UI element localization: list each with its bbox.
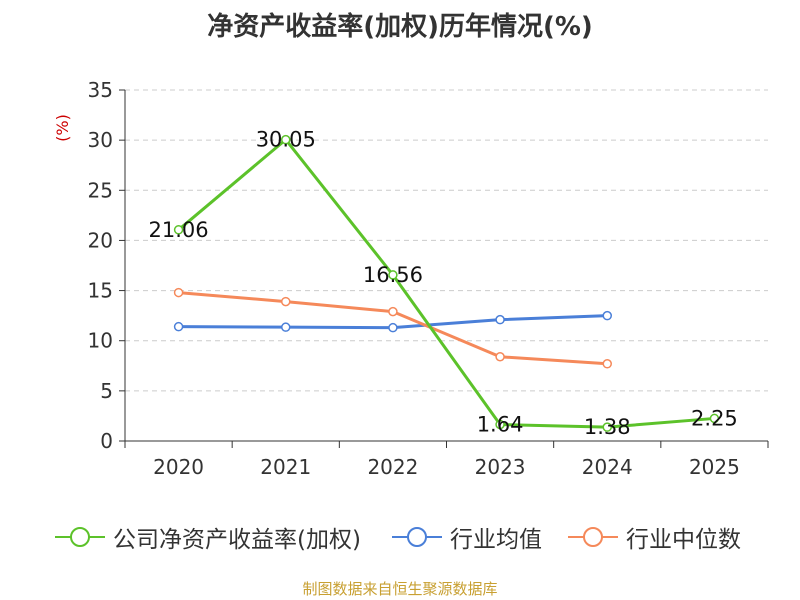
y-tick-label: 35 bbox=[88, 78, 113, 102]
legend-label-industry-median: 行业中位数 bbox=[626, 527, 741, 553]
x-tick-label: 2024 bbox=[582, 455, 633, 479]
y-tick-label: 0 bbox=[100, 429, 113, 453]
legend-marker-company-roe bbox=[55, 527, 105, 547]
y-axis-label: (%) bbox=[53, 114, 72, 142]
data-point[interactable] bbox=[495, 352, 505, 362]
y-tick-label: 30 bbox=[88, 128, 113, 152]
y-tick-label: 20 bbox=[88, 228, 113, 252]
legend-item-industry-mean[interactable]: 行业均值 bbox=[392, 520, 542, 554]
x-tick-label: 2022 bbox=[367, 455, 418, 479]
data-label: 21.06 bbox=[149, 218, 209, 242]
x-tick-label: 2023 bbox=[475, 455, 526, 479]
y-tick-label: 5 bbox=[100, 379, 113, 403]
data-label: 1.64 bbox=[477, 413, 524, 437]
data-label: 1.38 bbox=[584, 415, 631, 439]
legend-marker-industry-median bbox=[568, 527, 618, 547]
data-point[interactable] bbox=[388, 322, 398, 333]
data-point[interactable] bbox=[281, 296, 291, 307]
series-line bbox=[177, 138, 715, 429]
legend-label-industry-mean: 行业均值 bbox=[450, 527, 542, 553]
legend-label-company-roe: 公司净资产收益率(加权) bbox=[113, 527, 361, 553]
data-point[interactable] bbox=[602, 310, 612, 321]
y-tick-label: 15 bbox=[88, 279, 113, 303]
data-labels: 21.06 30.05 16.56 1.64 1.38 2.25 bbox=[149, 128, 738, 440]
y-tick-label: 25 bbox=[88, 178, 113, 202]
data-point[interactable] bbox=[281, 134, 291, 145]
data-point[interactable] bbox=[602, 422, 612, 432]
x-tick-label: 2020 bbox=[153, 455, 204, 479]
data-label: 30.05 bbox=[256, 128, 316, 152]
data-point[interactable] bbox=[388, 306, 398, 317]
data-point[interactable] bbox=[602, 359, 612, 369]
data-point[interactable] bbox=[709, 413, 720, 424]
data-point[interactable] bbox=[173, 225, 184, 235]
data-point[interactable] bbox=[173, 287, 184, 298]
x-tick-label: 2021 bbox=[260, 455, 311, 479]
legend-item-company-roe[interactable]: 公司净资产收益率(加权) bbox=[55, 520, 361, 554]
chart-title: 净资产收益率(加权)历年情况(%) bbox=[207, 12, 593, 42]
data-point[interactable] bbox=[281, 322, 291, 332]
data-label: 2.25 bbox=[691, 406, 738, 430]
data-point[interactable] bbox=[173, 321, 184, 332]
y-tick-label: 10 bbox=[88, 329, 113, 353]
data-point[interactable] bbox=[388, 270, 398, 280]
source-note: 制图数据来自恒生聚源数据库 bbox=[302, 580, 498, 598]
legend-marker-industry-mean bbox=[392, 527, 442, 547]
series bbox=[173, 134, 720, 432]
x-tick-label: 2025 bbox=[689, 455, 740, 479]
data-point[interactable] bbox=[495, 419, 505, 430]
data-point[interactable] bbox=[495, 314, 505, 325]
grid-lines bbox=[125, 89, 768, 392]
legend-item-industry-median[interactable]: 行业中位数 bbox=[568, 520, 741, 554]
data-label: 16.56 bbox=[363, 263, 423, 287]
